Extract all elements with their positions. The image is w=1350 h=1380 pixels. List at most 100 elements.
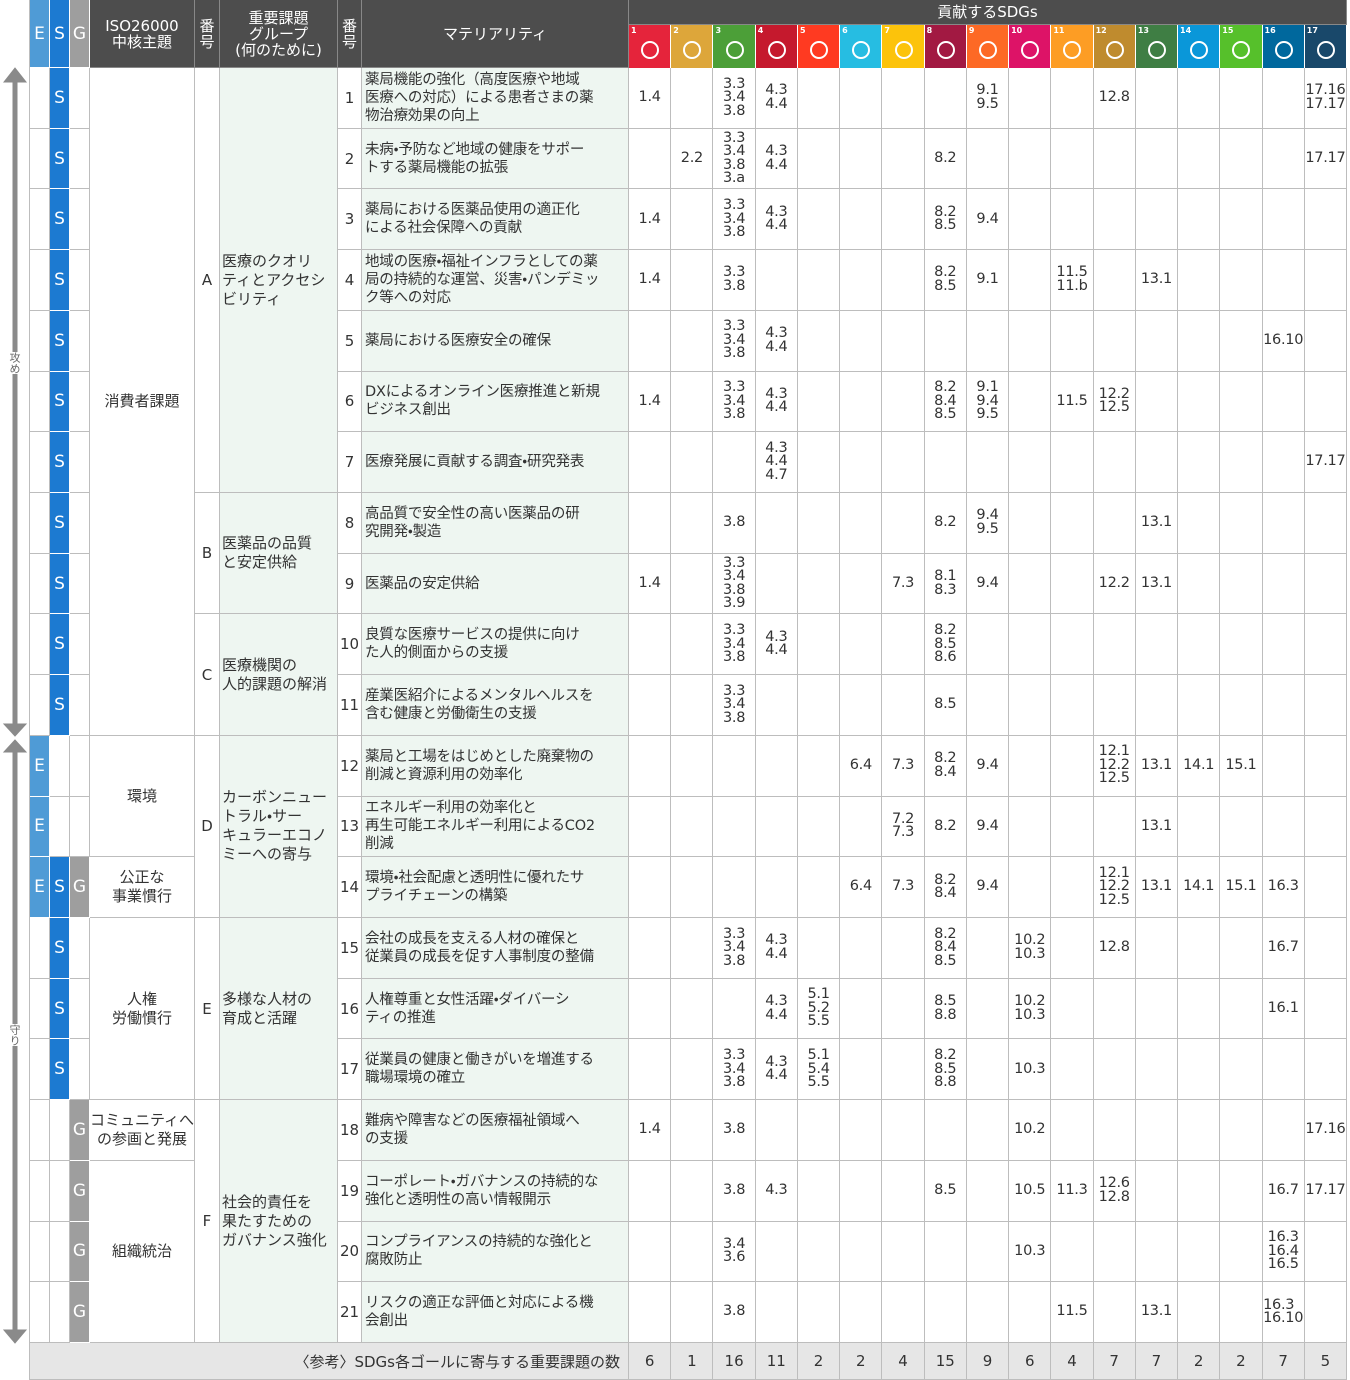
sdg-target-cell: 1.4 <box>629 68 672 129</box>
sdg-target-lines: 9.4 <box>976 576 998 591</box>
sdgs-header-text: 貢献するSDGs <box>937 3 1038 21</box>
sdg-target-cell: 10.3 <box>1009 1039 1052 1101</box>
sdg-target-cell <box>1304 918 1347 979</box>
footer-count: 15 <box>924 1343 967 1380</box>
sdg-target-cell <box>1178 614 1221 676</box>
sdg-target-cell: 3.3 3.4 3.8 <box>713 189 756 251</box>
sdg-target-cell: 3.3 3.4 3.8 <box>713 310 756 372</box>
sdg-target-cell <box>882 1160 925 1222</box>
sdg-target-cell: 12.1 12.2 12.5 <box>1093 857 1136 918</box>
materiality-text-lines: 医薬品の安定供給 <box>365 575 480 593</box>
sdg-target-cell: 3.3 3.4 3.8 <box>713 1039 756 1101</box>
sdg-target-lines: 15.1 <box>1225 879 1256 894</box>
sdg-target-line: 8.2 <box>934 1047 957 1064</box>
sdg-target-line: 2.2 <box>680 149 703 166</box>
esg-cell <box>30 1039 50 1101</box>
materiality: 良質な医療サービスの提供に向け た人的側面からの支援 <box>362 614 629 676</box>
sdg-target-cell <box>671 614 714 676</box>
sdg-target-cell <box>1135 1039 1179 1101</box>
esg-cell <box>70 796 90 858</box>
materiality-text-line: 削減と資源利用の効率化 <box>365 766 523 783</box>
sdg-target-cell: 8.2 8.4 8.5 <box>924 918 967 979</box>
sdg-target-cell <box>1178 310 1221 372</box>
sdg-target-cell <box>1051 189 1094 251</box>
footer-count: 4 <box>1051 1343 1094 1380</box>
sdg-target-cell <box>966 675 1010 736</box>
sdg-target-cell <box>882 1100 925 1161</box>
iso-theme-line: 消費者課題 <box>104 391 180 410</box>
group-name-line: カーボンニュー <box>222 788 328 807</box>
esg-cell <box>30 1160 50 1222</box>
sdg-target-line: 9.4 <box>976 392 999 409</box>
sdg-target-line: 9.1 <box>976 379 999 396</box>
sdg-target-line: 17.16 <box>1305 82 1346 99</box>
sdg-target-cell <box>924 1282 967 1343</box>
sdg-target-cell: 5.1 5.2 5.5 <box>797 978 841 1040</box>
sdg-target-cell <box>797 614 841 676</box>
sdg-target-cell <box>1051 493 1094 554</box>
iso-theme-line: 事業慣行 <box>111 887 172 906</box>
sdg-target-line: 13.1 <box>1140 1303 1172 1320</box>
sdg-target-cell <box>882 918 925 979</box>
sdg-target-cell: 1.4 <box>629 189 672 251</box>
sdg-target-cell <box>797 1100 841 1161</box>
sdg-target-line: 8.2 <box>934 514 957 531</box>
sdg-target-cell <box>1009 675 1052 736</box>
sdg-icon-number: 13 <box>1137 26 1149 35</box>
sdg-target-cell <box>840 310 883 372</box>
sdg-target-lines: 17.16 <box>1305 1122 1345 1137</box>
sdg-target-cell <box>1009 128 1052 190</box>
sdg-target-line: 7.3 <box>891 878 915 895</box>
sdg-target-lines: 7.3 <box>891 878 915 895</box>
sdg-target-cell <box>797 189 841 251</box>
materiality-text-lines: コンプライアンスの持続的な強化と 腐敗防止 <box>365 1233 593 1269</box>
sdg-target-cell <box>629 675 672 736</box>
materiality-text-lines: 薬局における医療安全の確保 <box>365 332 551 350</box>
sdg-target-cell <box>840 1039 883 1101</box>
sdg-target-line: 8.3 <box>934 581 957 598</box>
sdg-target-line: 8.5 <box>934 993 957 1010</box>
sdg-target-cell <box>755 1100 798 1161</box>
materiality-no-text: 8 <box>344 513 355 532</box>
esg-cell <box>50 1160 70 1222</box>
sdg-target-cell <box>1178 918 1221 979</box>
sdg-target-cell <box>1135 371 1179 433</box>
sdg-icon-number: 9 <box>968 26 975 35</box>
sdg-target-cell <box>1135 918 1179 979</box>
sdg-target-lines: 16.3 16.10 <box>1263 1298 1303 1326</box>
sdg-target-lines: 8.2 <box>934 819 956 834</box>
sdg-target-cell <box>1135 614 1179 676</box>
sdg-target-lines: 3.8 <box>723 1183 745 1198</box>
group-name-line: 育成と活躍 <box>222 1008 298 1027</box>
sdg-target-lines: 3.3 3.4 3.8 <box>723 77 745 119</box>
sdg-target-cell <box>1093 796 1136 858</box>
sdg-target-cell <box>1093 128 1136 190</box>
sdg-target-cell <box>1262 371 1305 433</box>
sdg-target-lines: 8.2 8.5 <box>934 205 956 233</box>
sdg-icon: 11 <box>1051 25 1094 68</box>
sdg-target-cell: 4.3 <box>755 1160 798 1222</box>
group-name: 多様な人材の 育成と活躍 <box>220 918 338 1101</box>
sdg-target-cell <box>840 128 883 190</box>
group-name-line: ティとアクセシ <box>222 270 326 289</box>
materiality-text-line: 削減 <box>365 836 394 853</box>
sdg-icon: 10 <box>1009 25 1052 68</box>
sdg-target-cell <box>629 1039 672 1101</box>
sdg-target-cell <box>671 553 714 615</box>
materiality-no-text: 10 <box>339 635 360 654</box>
sdg-target-line: 8.1 <box>934 568 957 585</box>
materiality-no-text: 11 <box>339 695 360 714</box>
sdg-target-cell <box>1262 553 1305 615</box>
sdg-target-lines: 1.4 <box>639 394 661 409</box>
materiality-text-line: エネルギー利用の効率化と <box>365 800 537 817</box>
sdg-target-cell: 3.3 3.4 3.8 3.9 <box>713 553 756 615</box>
footer-count: 11 <box>755 1343 798 1380</box>
sdg-target-line: 8.2 <box>934 750 957 767</box>
sdg-target-cell <box>1262 432 1305 493</box>
sdg-target-cell: 3.3 3.4 3.8 <box>713 675 756 736</box>
esg-cell <box>50 1282 70 1343</box>
footer-count-text: 9 <box>982 1352 993 1370</box>
sdg-target-cell <box>1135 1221 1179 1283</box>
materiality-text-lines: 環境・社会配慮と透明性に優れたサ プライチェーンの構築 <box>365 869 584 905</box>
sdg-target-line: 8.4 <box>934 763 957 780</box>
